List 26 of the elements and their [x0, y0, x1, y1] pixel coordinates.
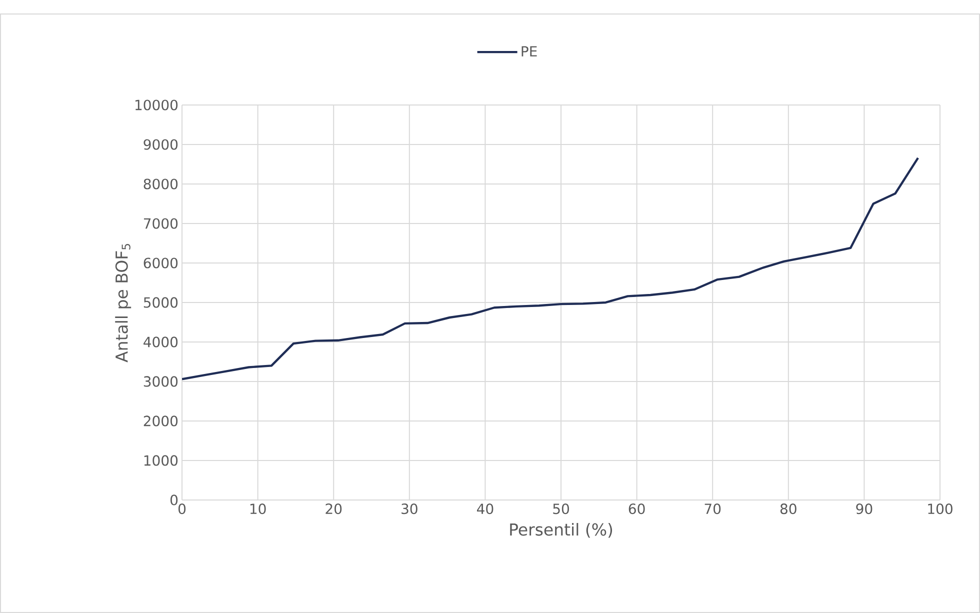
x-tick-label: 100 [928, 504, 952, 514]
x-tick-label: 90 [856, 504, 872, 514]
y-tick-label: 6000 [144, 258, 178, 268]
x-tick-label: 40 [476, 504, 494, 514]
y-tick-label: 10000 [135, 100, 178, 110]
y-tick-label: 5000 [144, 297, 178, 308]
x-tick-label: 30 [402, 504, 418, 514]
x-tick-label: 10 [250, 504, 266, 514]
y-tick-label: 2000 [144, 416, 178, 426]
x-tick-label: 80 [780, 504, 796, 514]
y-tick-label: 7000 [144, 218, 178, 229]
line-series [182, 156, 920, 380]
legend-label: PE [522, 46, 537, 56]
y-tick-label: 3000 [144, 376, 178, 387]
y-tick-label: 9000 [144, 139, 178, 150]
x-tick-label: 20 [326, 504, 342, 514]
y-tick-label: 4000 [144, 336, 178, 348]
x-tick-label: 70 [704, 504, 721, 514]
y-tick-label: 8000 [144, 178, 178, 190]
y-axis-title: Antall pe BOF$_{5}$ [115, 244, 132, 362]
x-axis-title: Persentil (%) [510, 522, 612, 538]
x-tick-label: 60 [628, 504, 645, 514]
x-tick-label: 50 [553, 504, 569, 514]
y-tick-label: 0 [170, 494, 178, 506]
x-tick-label: 0 [178, 504, 186, 514]
y-tick-label: 1000 [144, 455, 178, 466]
